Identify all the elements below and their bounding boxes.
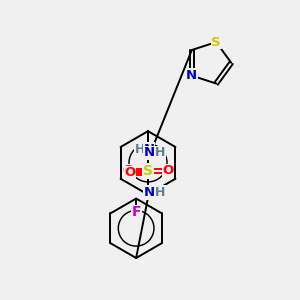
Text: N: N [186,69,197,82]
Text: H: H [155,146,165,160]
Text: N: N [143,186,155,199]
Text: O: O [123,164,134,177]
Text: S: S [212,36,221,49]
Text: N: N [143,142,155,155]
Text: H: H [155,186,165,199]
Text: O: O [162,164,173,177]
Text: F: F [131,206,141,219]
Text: O: O [124,166,136,179]
Text: H: H [135,142,145,155]
Text: N: N [143,146,155,160]
Text: S: S [143,164,153,178]
